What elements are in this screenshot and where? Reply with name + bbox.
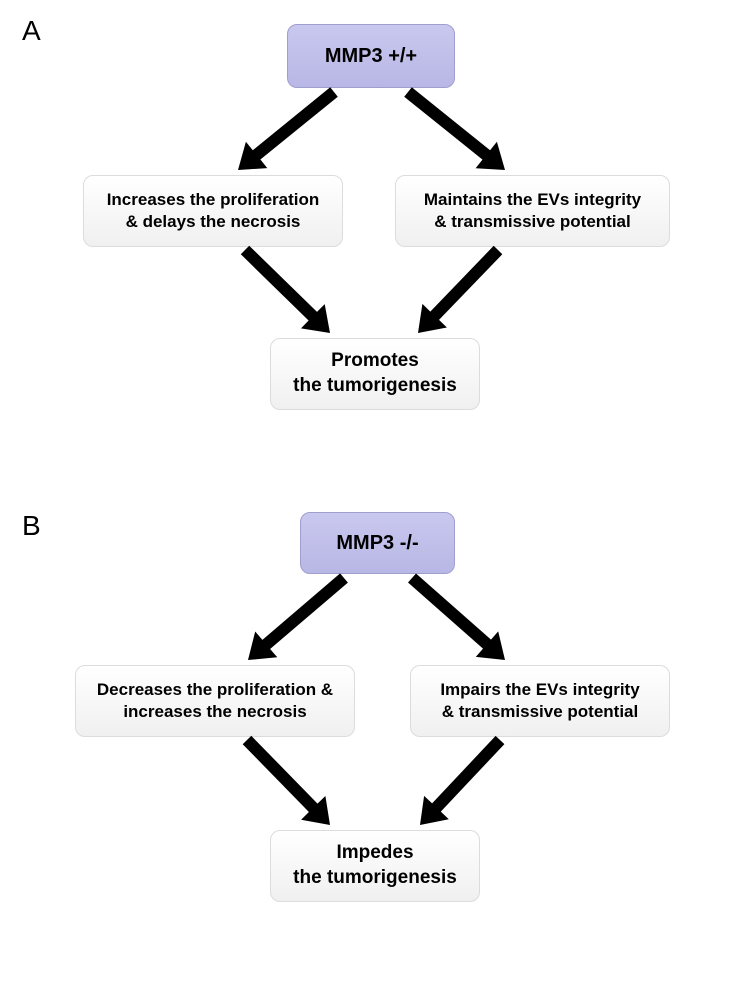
arrow-B_h_to_right: [408, 574, 505, 661]
arrow-B_left_to_out: [243, 736, 330, 825]
arrow-layer: [0, 0, 732, 998]
arrow-A_left_to_out: [241, 246, 330, 333]
arrow-A_right_to_out: [418, 246, 502, 333]
arrow-B_right_to_out: [420, 736, 504, 825]
arrow-A_h_to_right: [404, 87, 505, 170]
arrow-A_h_to_left: [238, 87, 338, 170]
arrow-B_h_to_left: [248, 573, 348, 660]
